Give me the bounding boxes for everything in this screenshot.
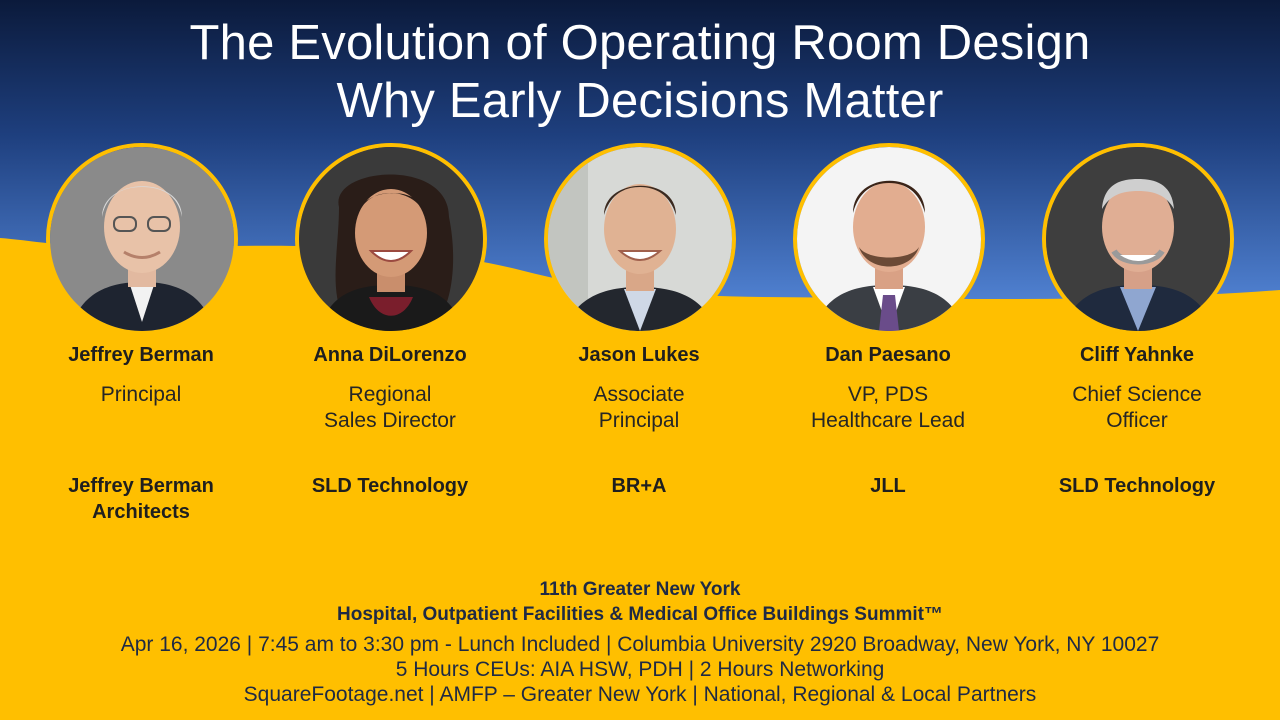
speaker-role-line: Healthcare Lead (810, 409, 966, 432)
person-portrait-icon (50, 147, 234, 331)
speaker-name: Jason Lukes (578, 344, 700, 366)
speaker-company: SLD Technology (265, 473, 515, 499)
speaker-role-line: Chief Science (1072, 383, 1202, 406)
person-portrait-icon (548, 147, 732, 331)
speaker-role-line: Sales Director (324, 409, 456, 432)
event-name: Hospital, Outpatient Facilities & Medica… (337, 604, 943, 625)
event-edition: 11th Greater New York (539, 579, 741, 600)
speaker-photo (295, 143, 487, 335)
speaker-company: SLD Technology (1012, 473, 1262, 499)
event-credits: 5 Hours CEUs: AIA HSW, PDH | 2 Hours Net… (395, 658, 885, 681)
person-portrait-icon (299, 147, 483, 331)
title-line-1: The Evolution of Operating Room Design (189, 16, 1091, 70)
event-partners: SquareFootage.net | AMFP – Greater New Y… (243, 683, 1037, 706)
speaker-photo (1042, 143, 1234, 335)
speaker-company-line: SLD Technology (311, 475, 469, 497)
speaker-role-line: Regional (348, 383, 432, 406)
title-line-2: Why Early Decisions Matter (336, 74, 944, 128)
speaker-role-line: Officer (1106, 409, 1168, 432)
speaker-name: Jeffrey Berman (68, 344, 214, 366)
speaker-role-line: Principal (598, 409, 680, 432)
speaker-photo (544, 143, 736, 335)
speaker-name: Dan Paesano (825, 344, 951, 366)
speaker-role-line: VP, PDS (847, 383, 929, 406)
speaker-company: BR+A (514, 473, 764, 499)
speaker-company: Jeffrey Berman Architects (16, 473, 266, 525)
speaker-role: Chief Science Officer (1012, 382, 1262, 434)
speaker-company: JLL (763, 473, 1013, 499)
speaker-photo (46, 143, 238, 335)
speaker-company-line: Jeffrey Berman (68, 475, 214, 497)
person-portrait-icon (1046, 147, 1230, 331)
speaker-role: Regional Sales Director (265, 382, 515, 434)
speaker-name: Anna DiLorenzo (313, 344, 467, 366)
speaker-role: Associate Principal (514, 382, 764, 434)
speaker-company-line: BR+A (611, 475, 667, 497)
event-details: Apr 16, 2026 | 7:45 am to 3:30 pm - Lunc… (120, 633, 1160, 656)
speaker-photo (793, 143, 985, 335)
speaker-role-line: Associate (593, 383, 685, 406)
speaker-company-line: SLD Technology (1058, 475, 1216, 497)
speaker-role: Principal (16, 382, 266, 408)
speaker-company-line: JLL (870, 475, 906, 497)
speaker-company-line: Architects (92, 501, 190, 523)
speaker-name: Cliff Yahnke (1079, 344, 1195, 366)
person-portrait-icon (797, 147, 981, 331)
speaker-role: VP, PDS Healthcare Lead (763, 382, 1013, 434)
speaker-role-line: Principal (100, 383, 182, 406)
